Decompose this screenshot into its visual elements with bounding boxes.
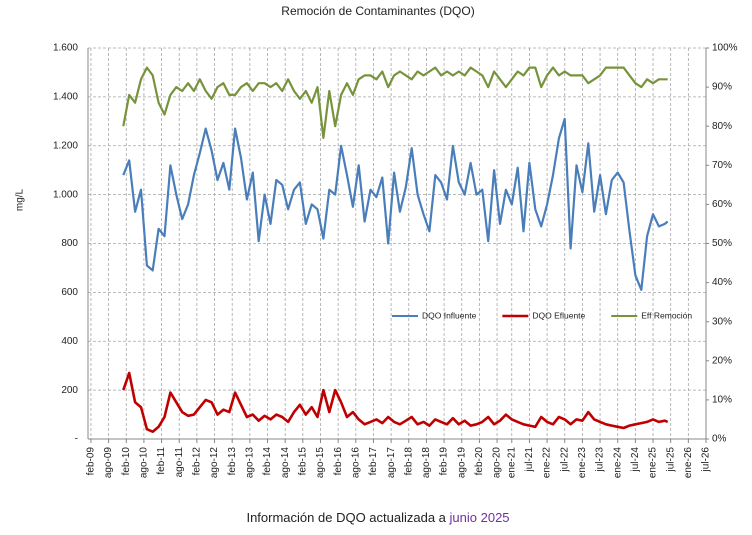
y2-tick-label: 40% — [712, 277, 732, 288]
y2-tick-label: 90% — [712, 82, 732, 93]
x-tick-label: jul-21 — [524, 447, 535, 473]
x-tick-label: ene-24 — [612, 447, 623, 479]
y2-tick-label: 100% — [712, 43, 738, 54]
y-tick-label: 1.000 — [53, 189, 78, 200]
y-tick-label: 1.600 — [53, 43, 78, 54]
footer: Información de DQO actualizada a junio 2… — [246, 510, 509, 525]
y2-tick-label: 70% — [712, 160, 732, 171]
y-tick-label: 1.200 — [53, 140, 78, 151]
x-tick-label: feb-14 — [262, 447, 273, 476]
legend-label: DQO Efluente — [532, 310, 585, 320]
footer-text: Información de DQO actualizada a — [246, 510, 446, 525]
y-tick-label: - — [75, 434, 78, 445]
chart-title: Remoción de Contaminantes (DQO) — [281, 4, 474, 18]
y2-tick-label: 50% — [712, 238, 732, 249]
y-tick-label: 200 — [61, 385, 78, 396]
x-tick-label: ago-13 — [244, 447, 255, 479]
legend-label: DQO Influente — [422, 310, 477, 320]
y-tick-label: 800 — [61, 238, 78, 249]
x-tick-label: ago-11 — [174, 447, 185, 478]
x-tick-label: ago-19 — [456, 447, 467, 479]
x-tick-label: feb-10 — [121, 447, 132, 476]
y2-tick-label: 0% — [712, 434, 727, 445]
y-tick-label: 1.400 — [53, 92, 78, 103]
x-tick-label: ene-21 — [506, 447, 517, 479]
x-tick-label: ago-17 — [386, 447, 397, 479]
x-tick-label: ago-20 — [492, 447, 503, 479]
x-tick-label: feb-20 — [474, 447, 485, 476]
x-tick-label: jul-23 — [595, 447, 606, 473]
series-line — [122, 371, 669, 433]
x-tick-label: feb-11 — [156, 447, 167, 475]
footer-highlight: junio 2025 — [449, 510, 510, 525]
x-tick-label: jul-24 — [630, 447, 641, 473]
x-tick-label: feb-15 — [297, 447, 308, 476]
x-tick-label: jul-22 — [559, 447, 570, 473]
x-tick-label: ago-15 — [315, 447, 326, 479]
x-tick-label: ene-22 — [542, 447, 553, 479]
x-tick-label: jul-26 — [701, 447, 712, 473]
y2-tick-label: 10% — [712, 395, 732, 406]
x-tick-label: ene-23 — [577, 447, 588, 479]
x-tick-label: feb-18 — [403, 447, 414, 476]
series-line — [122, 117, 669, 291]
x-tick-label: feb-19 — [439, 447, 450, 476]
x-tick-label: jul-25 — [665, 447, 676, 473]
series-line — [122, 66, 668, 139]
x-tick-label: feb-17 — [368, 447, 379, 476]
x-tick-label: ago-18 — [421, 447, 432, 479]
x-tick-label: ago-16 — [350, 447, 361, 479]
x-tick-label: ene-25 — [648, 447, 659, 479]
y-tick-label: 400 — [61, 336, 78, 347]
y2-tick-label: 60% — [712, 199, 732, 210]
x-tick-label: feb-13 — [227, 447, 238, 476]
x-tick-label: feb-16 — [333, 447, 344, 476]
legend-label: Eff Remoción — [641, 310, 692, 320]
y2-tick-label: 30% — [712, 316, 732, 327]
x-tick-label: ago-12 — [209, 447, 220, 479]
y2-tick-label: 80% — [712, 121, 732, 132]
x-tick-label: ago-14 — [280, 447, 291, 479]
x-tick-label: ago-09 — [103, 447, 114, 479]
y-axis-label: mg/L — [15, 188, 26, 211]
y2-tick-label: 20% — [712, 355, 732, 366]
x-tick-label: ago-10 — [139, 447, 150, 479]
x-tick-label: ene-26 — [683, 447, 694, 479]
x-tick-label: feb-09 — [86, 447, 97, 476]
y-tick-label: 600 — [61, 287, 78, 298]
x-tick-label: feb-12 — [192, 447, 203, 476]
